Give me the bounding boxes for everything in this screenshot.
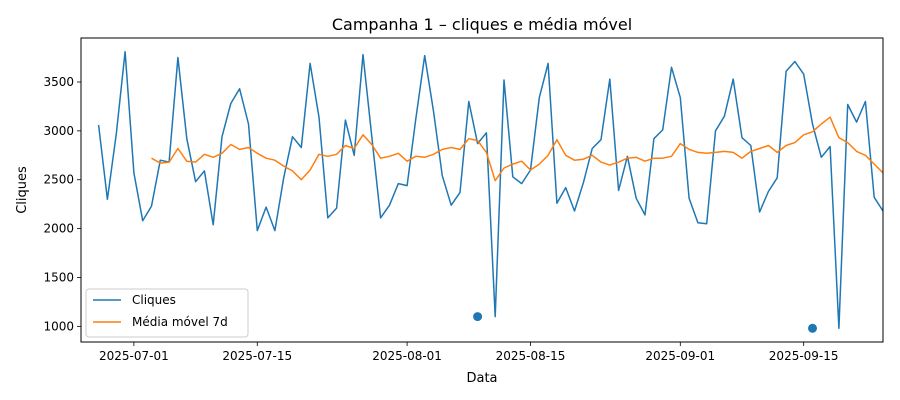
y-axis-ticks: 1000 1500 2000 2500 3000 3500 bbox=[43, 75, 81, 333]
y-tick-label: 2500 bbox=[43, 173, 74, 187]
series-layer bbox=[97, 50, 884, 333]
x-tick-label: 2025-09-15 bbox=[769, 349, 839, 363]
legend-frame bbox=[85, 288, 249, 338]
plot-area bbox=[80, 37, 884, 343]
y-tick-label: 2000 bbox=[43, 222, 74, 236]
legend-label-cliques: Cliques bbox=[132, 293, 176, 307]
x-tick-label: 2025-08-15 bbox=[496, 349, 566, 363]
y-tick-label: 3000 bbox=[43, 124, 74, 138]
x-tick-label: 2025-08-01 bbox=[372, 349, 442, 363]
x-axis-label: Data bbox=[466, 371, 497, 386]
y-tick-label: 3500 bbox=[43, 75, 74, 89]
chart-title: Campanha 1 – cliques e média móvel bbox=[332, 15, 632, 34]
series-line-cliques bbox=[97, 50, 884, 330]
x-tick-label: 2025-07-01 bbox=[99, 349, 169, 363]
y-tick-label: 1500 bbox=[43, 270, 74, 284]
anomaly-marker-2 bbox=[808, 323, 817, 333]
legend-label-moving-average: Média móvel 7d bbox=[132, 315, 228, 329]
y-axis-label: Cliques bbox=[15, 166, 30, 214]
y-tick-label: 1000 bbox=[43, 319, 74, 333]
x-tick-label: 2025-09-01 bbox=[645, 349, 715, 363]
x-axis-ticks: 2025-07-01 2025-07-15 2025-08-01 2025-08-15… bbox=[99, 342, 839, 363]
anomaly-marker-1 bbox=[473, 312, 483, 322]
axes-frame bbox=[80, 37, 884, 343]
x-tick-label: 2025-07-15 bbox=[222, 349, 292, 363]
series-line-moving-average bbox=[151, 116, 884, 182]
legend: Cliques Média móvel 7d bbox=[85, 288, 249, 338]
